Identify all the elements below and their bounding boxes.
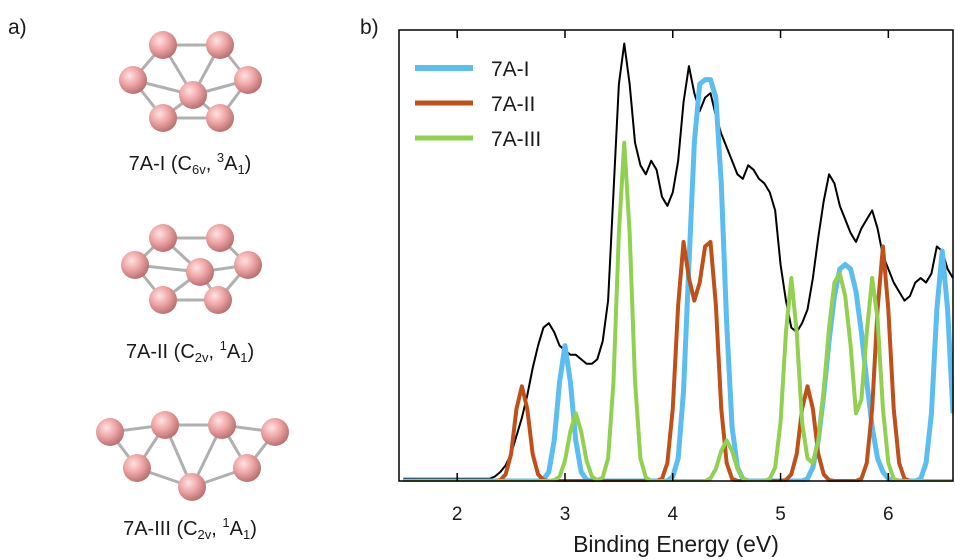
molecule <box>96 411 289 501</box>
structure-label: 7A-I (C6v, 3A1) <box>129 150 252 177</box>
label-part: 6v <box>192 162 206 177</box>
molecule <box>121 224 262 314</box>
label-part: , <box>209 341 220 363</box>
label-part: 2v <box>195 350 209 365</box>
label-part: ) <box>245 153 252 175</box>
label-part: 1 <box>237 162 244 177</box>
label-part: 7A-III (C <box>123 518 197 540</box>
label-part: , <box>206 153 217 175</box>
legend-label: 7A-III <box>491 128 541 151</box>
label-part: A <box>227 341 241 363</box>
panel-label: a) <box>8 16 27 39</box>
label-part: A <box>230 518 244 540</box>
label-part: 2v <box>198 527 212 542</box>
legend-label: 7A-II <box>491 93 535 116</box>
label-part: 1 <box>240 350 247 365</box>
legend-label: 7A-I <box>491 58 530 81</box>
label-part: 1 <box>222 515 229 530</box>
x-tick-label: 3 <box>560 504 571 525</box>
molecule <box>119 31 262 132</box>
label-part: 7A-I (C <box>129 153 192 175</box>
panel-label: b) <box>360 16 379 39</box>
structure-label: 7A-III (C2v, 1A1) <box>123 515 257 542</box>
x-tick-label: 5 <box>775 504 786 525</box>
label-part: 1 <box>243 527 250 542</box>
label-part: A <box>224 153 238 175</box>
x-axis-label: Binding Energy (eV) <box>573 531 779 557</box>
axes: 2 3 4 5 6 7A-I 7A-II 7A-III <box>415 30 894 525</box>
plot-area <box>403 44 953 481</box>
label-part: 7A-II (C <box>126 341 195 363</box>
x-tick-label: 6 <box>883 504 894 525</box>
label-part: ) <box>247 341 254 363</box>
structure-label: 7A-II (C2v, 1A1) <box>126 338 254 365</box>
label-part: , <box>211 518 222 540</box>
label-part: 3 <box>217 150 224 165</box>
label-part: 1 <box>220 338 227 353</box>
label-part: ) <box>250 518 257 540</box>
figure: a) b) 7A-I (C6v, 3A1) 7A-II (C2v, 1A1) 7… <box>0 0 955 560</box>
x-tick-label: 2 <box>452 504 463 525</box>
x-tick-label: 4 <box>667 504 678 525</box>
